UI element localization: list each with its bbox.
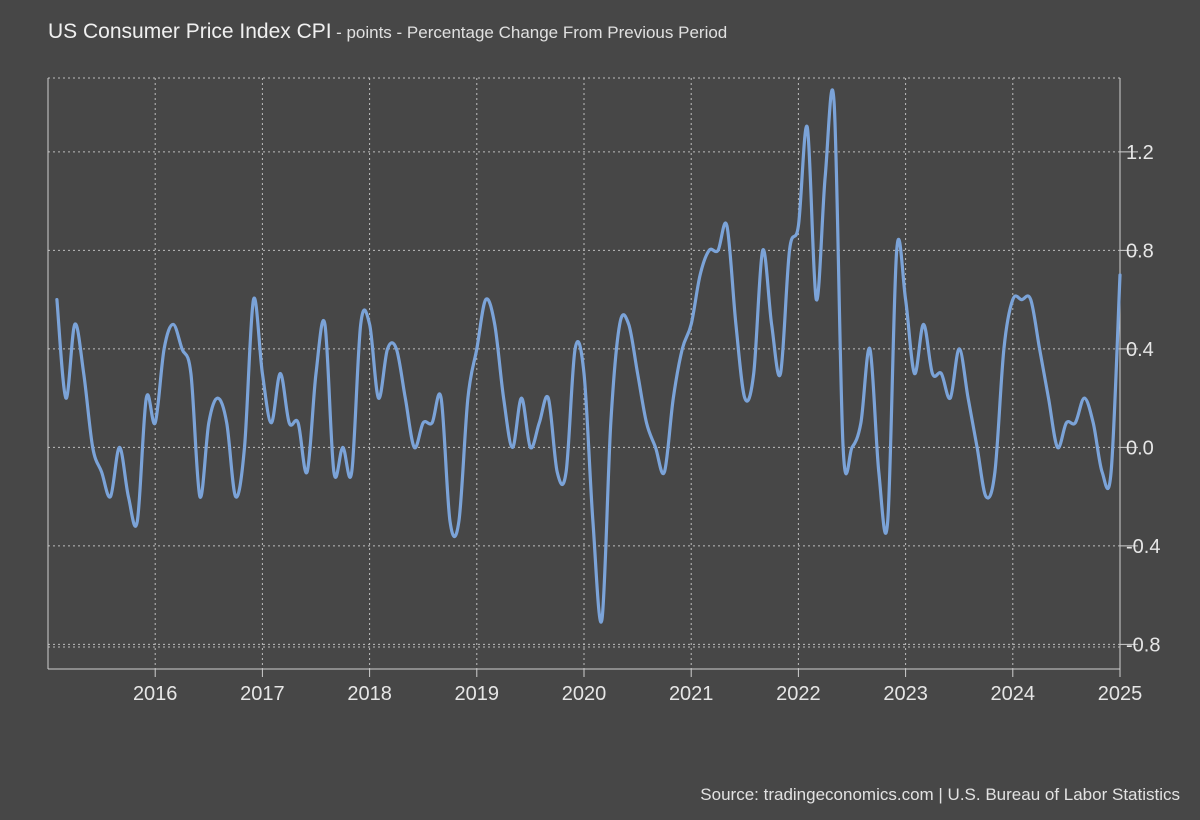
x-tick-label: 2023 [883, 683, 928, 705]
grid-layer [48, 77, 1121, 669]
x-tick-label: 2016 [133, 683, 178, 705]
source-note: Source: tradingeconomics.com | U.S. Bure… [700, 785, 1180, 804]
x-tick-label: 2025 [1098, 683, 1143, 705]
y-tick-label: 0.4 [1126, 339, 1154, 361]
x-tick-label: 2017 [240, 683, 285, 705]
chart-subtitle: - points - Percentage Change From Previo… [336, 23, 728, 42]
axis-layer [47, 78, 1138, 677]
x-tick-label: 2018 [347, 683, 392, 705]
x-tick-label: 2022 [776, 683, 821, 705]
x-tick-label: 2019 [455, 683, 500, 705]
x-tick-label: 2024 [991, 683, 1036, 705]
y-tick-label: -0.4 [1126, 536, 1160, 558]
y-tick-label: 0.0 [1126, 437, 1154, 459]
y-tick-label: 1.2 [1126, 142, 1154, 164]
y-tick-label: 0.8 [1126, 240, 1154, 262]
chart-title: US Consumer Price Index CPI [48, 20, 332, 43]
x-tick-label: 2021 [669, 683, 714, 705]
tick-label-layer: 1.2 0.8 0.4 0.0 -0.4 -0.8 2016 2017 2018 2019 2020… [133, 142, 1161, 705]
y-tick-label: -0.8 [1126, 634, 1160, 656]
series-layer [55, 88, 1122, 624]
chart-title-block: US Consumer Price Index CPI - points - P… [48, 20, 727, 44]
x-tick-label: 2020 [562, 683, 607, 705]
series-line-cpi [55, 88, 1122, 624]
